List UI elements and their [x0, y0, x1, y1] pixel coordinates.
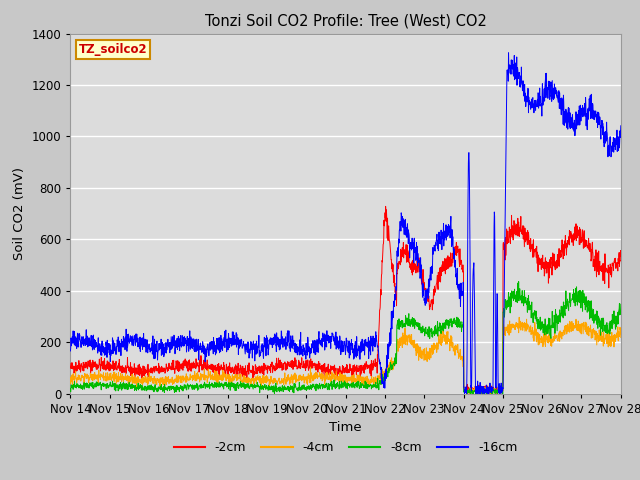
Text: TZ_soilco2: TZ_soilco2	[79, 43, 147, 56]
Y-axis label: Soil CO2 (mV): Soil CO2 (mV)	[13, 167, 26, 260]
Title: Tonzi Soil CO2 Profile: Tree (West) CO2: Tonzi Soil CO2 Profile: Tree (West) CO2	[205, 13, 486, 28]
Legend: -2cm, -4cm, -8cm, -16cm: -2cm, -4cm, -8cm, -16cm	[168, 436, 523, 459]
X-axis label: Time: Time	[330, 421, 362, 434]
